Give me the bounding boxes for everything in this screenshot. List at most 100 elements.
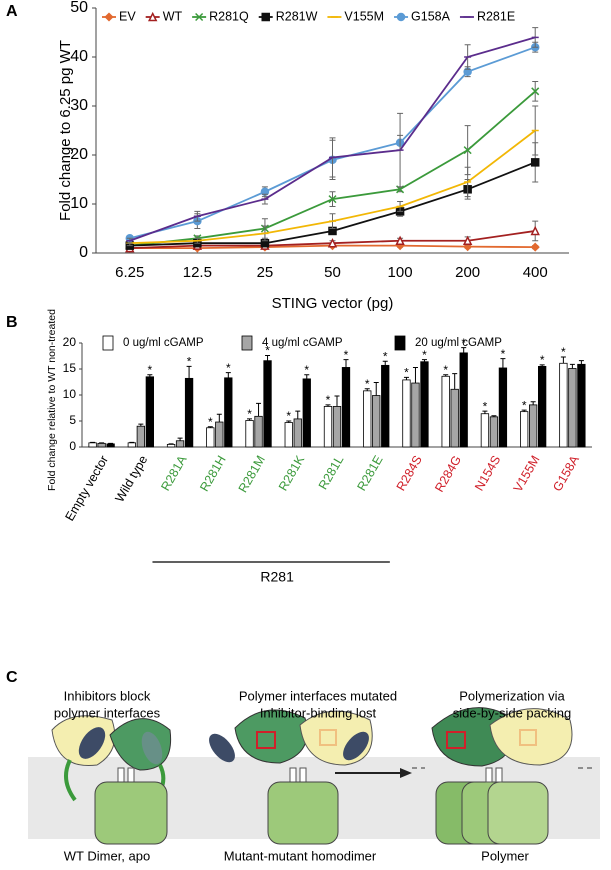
y-tick-label: 5 (69, 413, 76, 427)
significance: * (365, 377, 370, 391)
legend-swatch (394, 335, 406, 351)
legend-label: V155M (344, 9, 384, 23)
bar (538, 365, 547, 448)
significance: * (404, 365, 409, 379)
significance: * (226, 361, 231, 375)
error-bar (207, 426, 213, 428)
x-tick-label: Empty vector (62, 453, 111, 523)
bar (459, 352, 468, 448)
y-tick-label: 20 (70, 146, 88, 163)
error-bar (334, 395, 340, 407)
error-bar (216, 413, 222, 423)
panel-label: A (6, 3, 18, 20)
significance: * (561, 345, 566, 359)
bar (529, 404, 538, 448)
bar (127, 442, 136, 448)
bar (559, 362, 568, 448)
error-bar (138, 423, 144, 427)
error-bar (325, 404, 331, 407)
x-tick-label: R281A (158, 453, 190, 494)
error-bar (286, 420, 292, 423)
group-label: R281 (260, 569, 294, 585)
error-bar (382, 360, 388, 366)
error-bar (491, 415, 497, 417)
bar (145, 376, 154, 448)
x-tick-label: V155M (511, 453, 543, 494)
error-bar (304, 374, 310, 379)
polymer (412, 707, 592, 845)
bar (302, 378, 311, 448)
bar (363, 390, 372, 448)
x-tick-label: R281L (316, 453, 347, 492)
bar (498, 367, 508, 448)
x-tick-label: 100 (388, 264, 413, 281)
significance: * (422, 348, 427, 362)
legend-label: R281E (477, 9, 515, 23)
legend-marker (104, 12, 114, 22)
marker (531, 87, 540, 96)
marker (530, 242, 540, 252)
legend-label: 0 ug/ml cGAMP (123, 337, 204, 349)
x-tick-label: 50 (324, 264, 341, 281)
legend-label: 4 ug/ml cGAMP (262, 337, 343, 349)
bar (441, 375, 450, 448)
x-tick-label: R284G (432, 453, 464, 494)
x-tick-label: R281K (276, 453, 308, 494)
bar (293, 418, 302, 448)
y-tick-label: 10 (70, 195, 88, 212)
x-tick-label: R281M (236, 453, 268, 495)
marker (395, 235, 405, 245)
error-bar (129, 441, 135, 443)
y-tick-label: 15 (63, 361, 77, 375)
error-bar (265, 354, 271, 361)
significance: * (304, 363, 309, 377)
diagram-caption: WT Dimer, apo (64, 848, 150, 863)
significance: * (286, 409, 291, 423)
marker (463, 146, 472, 155)
significance: * (326, 393, 331, 407)
diagram (28, 707, 600, 845)
marker (328, 195, 337, 204)
diagram-heading: Inhibitors block (64, 688, 151, 703)
diagram-caption: Mutant-mutant homodimer (224, 848, 377, 863)
bar (411, 382, 420, 448)
error-bar (90, 441, 96, 443)
marker (462, 235, 473, 245)
error-bar (343, 359, 349, 368)
legend-label: R281Q (209, 9, 249, 23)
y-tick-label: 0 (79, 244, 88, 261)
error-bar (177, 437, 183, 441)
legend-label: R281W (276, 9, 318, 23)
significance: * (187, 355, 192, 369)
legend-label: EV (119, 9, 136, 23)
legend-swatch (241, 335, 253, 351)
diagram-heading: Polymerization via (459, 688, 565, 703)
error-bar (500, 358, 506, 368)
x-tick-label: R281E (354, 453, 385, 493)
error-bar (521, 409, 527, 412)
y-tick-label: 0 (69, 439, 76, 453)
diagram-caption: Polymer (481, 848, 529, 863)
error-bar (295, 410, 301, 419)
panel-label: B (6, 314, 18, 331)
bar (215, 421, 224, 448)
y-axis-label: Fold change relative to WT non-treated (46, 309, 58, 491)
x-tick-label: R284S (394, 453, 425, 493)
bar (166, 443, 176, 448)
significance: * (148, 363, 153, 377)
bar (520, 411, 529, 448)
error-bar (452, 373, 458, 390)
error-bar (539, 364, 545, 367)
bar (450, 388, 459, 448)
error-bar (186, 365, 192, 379)
bar (489, 416, 499, 448)
error-bar (256, 402, 262, 417)
marker (327, 238, 338, 248)
dimer-mutant (209, 709, 412, 845)
diagram-heading: side-by-side packing (453, 705, 572, 720)
significance: * (265, 344, 270, 358)
error-bar (373, 382, 379, 396)
x-tick-label: N154S (472, 453, 503, 493)
marker (530, 158, 540, 167)
